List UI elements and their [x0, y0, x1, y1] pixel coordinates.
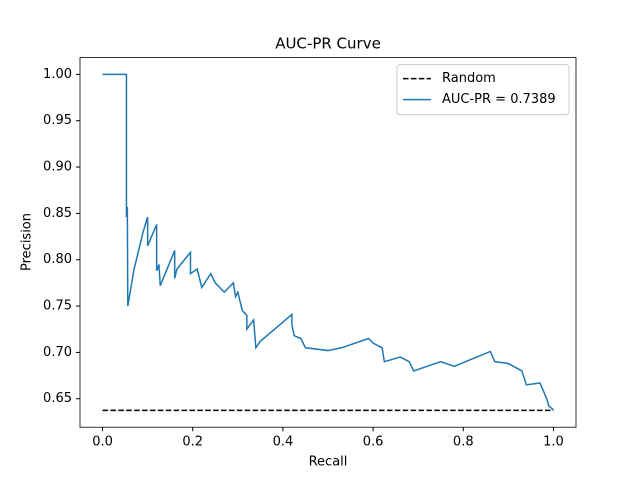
x-tick-label: 0.4	[273, 435, 294, 450]
y-tick-label: 0.70	[43, 345, 72, 360]
y-tick-label: 0.75	[43, 299, 72, 314]
x-tick-label: 0.0	[92, 435, 113, 450]
y-tick-label: 0.85	[43, 206, 72, 221]
y-tick-label: 0.80	[43, 252, 72, 267]
x-tick-label: 1.0	[543, 435, 564, 450]
x-tick-label: 0.2	[182, 435, 203, 450]
y-tick-label: 0.65	[43, 391, 72, 406]
y-tick-label: 1.00	[43, 67, 72, 82]
legend-label: AUC-PR = 0.7389	[442, 92, 556, 107]
x-axis-label: Recall	[309, 455, 348, 470]
legend-label: Random	[442, 71, 496, 86]
chart-title: AUC-PR Curve	[275, 35, 381, 53]
y-axis-label: Precision	[20, 213, 35, 271]
y-tick-label: 0.90	[43, 160, 72, 175]
plot-frame	[79, 57, 577, 428]
x-tick-label: 0.8	[453, 435, 474, 450]
y-tick-label: 0.95	[43, 113, 72, 128]
x-tick-label: 0.6	[363, 435, 384, 450]
series-line	[102, 73, 554, 411]
legend-box	[396, 64, 570, 116]
